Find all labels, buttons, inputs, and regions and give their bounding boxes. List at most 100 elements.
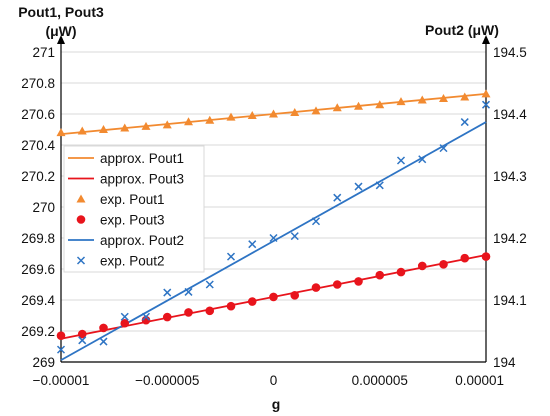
exp-pout3-point: [481, 252, 491, 261]
legend-label-approx-pout3: approx. Pout3: [100, 172, 184, 187]
exp-pout3-point: [417, 261, 427, 271]
exp-pout1-point: [120, 123, 130, 132]
x-stroke: [76, 256, 86, 265]
exp-pout3-point: [205, 306, 215, 316]
legend: approx. Pout1 approx. Pout3 exp. Pout1 exp.…: [63, 145, 205, 273]
legend-label-approx-pout2: approx. Pout2: [100, 233, 184, 248]
exp-pout3-point: [120, 318, 130, 328]
exp-pout3-point: [460, 253, 470, 263]
left-tick-label: 270.4: [21, 138, 55, 153]
legend-label-exp-pout3: exp. Pout3: [100, 213, 165, 228]
left-tick-label: 269.2: [21, 324, 55, 339]
exp-pout2-point: [205, 280, 214, 289]
x-tick-label: 0.000005: [352, 373, 408, 388]
x-stroke: [99, 337, 108, 346]
exp-pout3-point: [99, 323, 108, 333]
x-tick-label: 0: [270, 373, 278, 388]
right-axis-title: Pout2 (μW): [425, 22, 499, 38]
exp-pout2-point: [120, 312, 129, 321]
exp-pout3-point: [290, 291, 300, 300]
x-tick-label: −0.000005: [135, 373, 199, 388]
exp-pout2-point: [354, 182, 363, 191]
exp-pout2-point: [269, 233, 278, 243]
exp-pout1-point: [77, 126, 87, 135]
exp-pout2-point: [481, 100, 491, 109]
legend-box: [63, 145, 205, 273]
exp-pout1-point: [184, 117, 193, 126]
exp-pout3-point: [354, 277, 363, 286]
x-stroke: [248, 240, 257, 249]
exp-pout1-point: [311, 106, 321, 115]
exp-pout1-point: [354, 101, 363, 110]
exp-pout2-point: [333, 193, 342, 202]
x-stroke: [396, 156, 406, 165]
exp-pout3-point: [56, 331, 66, 340]
x-stroke: [269, 233, 278, 243]
exp-pout3-point: [184, 308, 193, 317]
right-tick-label: 194.5: [493, 45, 527, 60]
x-stroke: [418, 155, 427, 164]
exp-pout2-point: [184, 287, 193, 296]
left-tick-label: 269.6: [21, 262, 55, 277]
exp-pout1-point: [460, 92, 470, 101]
left-tick-label: 270.6: [21, 107, 55, 122]
exp-pout3-point: [247, 297, 257, 306]
x-stroke: [78, 336, 87, 345]
left-tick-label: 269.4: [21, 293, 55, 308]
exp-pout2-point: [439, 144, 448, 153]
legend-swatch-exp-pout1: [76, 194, 86, 203]
exp-pout2-point: [248, 240, 257, 249]
exp-pout2-point: [460, 118, 469, 127]
left-tick-label: 270.8: [21, 76, 55, 91]
x-stroke: [354, 182, 363, 191]
x-axis-title: g: [272, 396, 281, 412]
x-stroke: [56, 345, 66, 354]
exp-pout1-point: [375, 100, 385, 109]
exp-pout1-point: [141, 121, 151, 130]
x-stroke: [120, 312, 129, 321]
exp-pout2-point: [226, 252, 236, 261]
exp-pout3-point: [375, 270, 385, 280]
left-axis-title-line2: (μW): [45, 23, 76, 39]
exp-pout1-point: [417, 95, 427, 104]
x-stroke: [184, 287, 193, 296]
right-tick-label: 194: [493, 355, 516, 370]
left-tick-label: 269.8: [21, 231, 55, 246]
x-tick-label: −0.00001: [33, 373, 90, 388]
right-tick-label: 194.2: [493, 231, 527, 246]
exp-pout1-point: [396, 97, 406, 106]
x-stroke: [226, 252, 236, 261]
x-stroke: [205, 280, 214, 289]
series-layer: [56, 89, 491, 361]
x-stroke: [375, 181, 384, 190]
exp-pout2-point: [396, 156, 406, 165]
exp-pout3-point: [439, 260, 448, 269]
left-tick-label: 271: [32, 45, 55, 60]
exp-pout3-point: [311, 283, 321, 292]
exp-pout1-point: [205, 115, 215, 124]
exp-pout3-point: [77, 329, 87, 339]
exp-pout2-point: [99, 337, 108, 346]
right-tick-label: 194.4: [493, 107, 527, 122]
exp-pout2-point: [56, 345, 66, 354]
exp-pout2-point: [290, 232, 299, 241]
right-axis-arrow: [482, 35, 490, 44]
legend-label-exp-pout2: exp. Pout2: [100, 254, 165, 269]
left-tick-label: 270.2: [21, 169, 55, 184]
x-stroke: [439, 144, 448, 153]
left-axis-title-line1: Pout1, Pout3: [18, 4, 104, 20]
exp-pout1-point: [162, 120, 172, 129]
exp-pout3-point: [269, 292, 278, 302]
left-tick-label: 269: [32, 355, 55, 370]
legend-swatch-exp-pout2: [76, 256, 86, 265]
exp-pout1-point: [290, 107, 300, 116]
x-stroke: [333, 193, 342, 202]
approx-pout2-line: [60, 121, 487, 361]
exp-pout1-point: [247, 111, 257, 120]
exp-pout3-point: [332, 280, 342, 289]
x-stroke: [311, 217, 321, 226]
right-tick-label: 194.1: [493, 293, 527, 308]
x-stroke: [141, 312, 151, 321]
exp-pout1-point: [332, 103, 342, 112]
